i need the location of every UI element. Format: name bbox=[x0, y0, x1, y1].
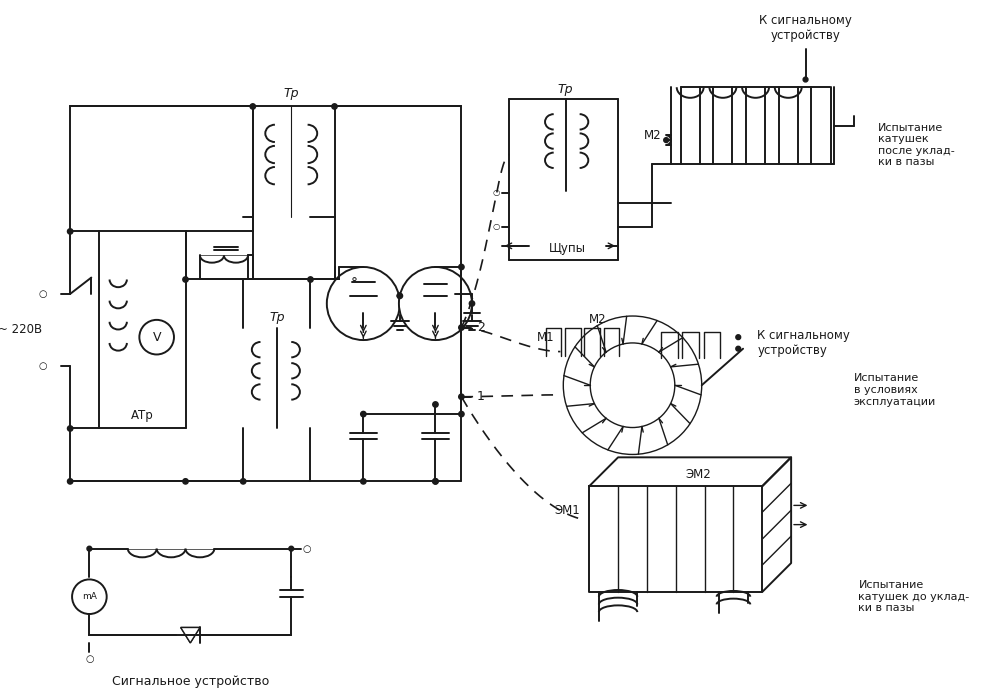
Circle shape bbox=[564, 316, 702, 454]
Circle shape bbox=[459, 411, 464, 417]
Text: Испытание
катушек до уклад-
ки в пазы: Испытание катушек до уклад- ки в пазы bbox=[858, 580, 969, 614]
Text: °: ° bbox=[350, 277, 357, 291]
Text: АТр: АТр bbox=[131, 410, 153, 422]
Text: К сигнальному
устройству: К сигнальному устройству bbox=[758, 329, 851, 357]
Text: ЭМ1: ЭМ1 bbox=[554, 504, 580, 517]
Circle shape bbox=[289, 547, 294, 551]
Text: М1: М1 bbox=[536, 331, 554, 343]
Circle shape bbox=[459, 325, 464, 330]
Text: Тр: Тр bbox=[269, 311, 285, 325]
Text: Испытание
катушек
после уклад-
ки в пазы: Испытание катушек после уклад- ки в пазы bbox=[877, 123, 954, 168]
Circle shape bbox=[139, 320, 174, 355]
Text: mA: mA bbox=[82, 592, 97, 601]
Text: ~ 220В: ~ 220В bbox=[0, 323, 43, 336]
Text: Щупы: Щупы bbox=[549, 242, 585, 255]
Circle shape bbox=[398, 293, 403, 299]
Text: ○: ○ bbox=[39, 361, 47, 371]
Circle shape bbox=[433, 479, 438, 484]
Circle shape bbox=[361, 411, 366, 417]
Circle shape bbox=[433, 479, 438, 484]
Circle shape bbox=[87, 547, 92, 551]
Circle shape bbox=[67, 426, 73, 431]
Circle shape bbox=[459, 394, 464, 399]
Circle shape bbox=[67, 229, 73, 234]
Text: Тр: Тр bbox=[284, 87, 299, 101]
Circle shape bbox=[67, 479, 73, 484]
Text: М2: М2 bbox=[644, 129, 662, 142]
Polygon shape bbox=[181, 628, 200, 643]
Circle shape bbox=[250, 104, 255, 109]
Circle shape bbox=[326, 267, 400, 340]
Text: ○: ○ bbox=[493, 188, 499, 198]
Circle shape bbox=[433, 402, 438, 407]
Circle shape bbox=[736, 335, 741, 339]
Text: М2: М2 bbox=[589, 313, 607, 327]
Circle shape bbox=[183, 479, 188, 484]
Text: 1: 1 bbox=[477, 390, 485, 403]
Text: Сигнальное устройство: Сигнальное устройство bbox=[112, 675, 269, 688]
Circle shape bbox=[803, 77, 808, 82]
Text: К сигнальному
устройству: К сигнальному устройству bbox=[760, 14, 852, 42]
Text: 2: 2 bbox=[477, 321, 485, 334]
Circle shape bbox=[308, 277, 314, 282]
Circle shape bbox=[664, 138, 669, 142]
Text: Тр: Тр bbox=[558, 82, 573, 96]
Text: ○: ○ bbox=[85, 654, 94, 664]
Circle shape bbox=[183, 277, 188, 282]
Text: ○: ○ bbox=[303, 544, 311, 554]
Text: Испытание
в условиях
эксплуатации: Испытание в условиях эксплуатации bbox=[854, 373, 936, 407]
Circle shape bbox=[72, 579, 107, 614]
Circle shape bbox=[459, 265, 464, 269]
Circle shape bbox=[240, 479, 246, 484]
Text: ЭМ2: ЭМ2 bbox=[685, 468, 711, 481]
Circle shape bbox=[361, 479, 366, 484]
Circle shape bbox=[736, 346, 741, 351]
Circle shape bbox=[470, 301, 475, 306]
Text: V: V bbox=[152, 331, 161, 343]
Circle shape bbox=[332, 104, 337, 109]
Circle shape bbox=[590, 343, 674, 428]
Circle shape bbox=[398, 293, 403, 299]
Text: ○: ○ bbox=[493, 222, 499, 231]
Polygon shape bbox=[181, 628, 200, 643]
Circle shape bbox=[399, 267, 472, 340]
Text: ○: ○ bbox=[39, 289, 47, 299]
